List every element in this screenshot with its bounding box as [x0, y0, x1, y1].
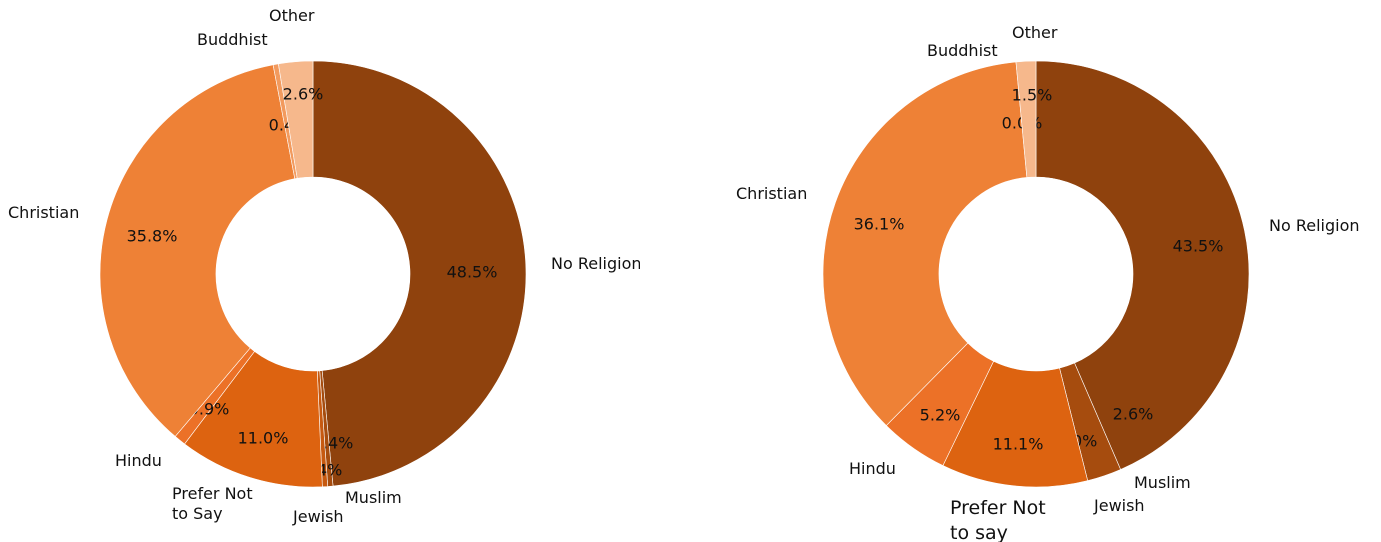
- right-donut-hole: [939, 177, 1133, 371]
- right-pct-label-muslim: 2.6%: [1113, 405, 1154, 424]
- left-category-label-christian: Christian: [8, 203, 79, 222]
- left-pct-label-christian: 35.8%: [127, 227, 178, 246]
- donut-chart-right: 43.5%No Religion2.6%Muslim0.0%Jewish11.1…: [736, 23, 1360, 542]
- left-pct-label-no-religion: 48.5%: [447, 263, 498, 282]
- right-pct-label-no-religion: 43.5%: [1173, 237, 1224, 256]
- right-pct-label-christian: 36.1%: [854, 215, 905, 234]
- right-category-label-buddhist: Buddhist: [927, 41, 998, 60]
- donut-chart-left: 48.5% No Religion0.4%Muslim0.4%Jewish11.0…: [8, 6, 642, 526]
- left-category-label-buddhist: Buddhist: [197, 30, 268, 49]
- right-pct-label-hindu: 5.2%: [920, 406, 961, 425]
- right-pct-label-other: 1.5%: [1012, 86, 1053, 105]
- left-donut-hole: [216, 177, 410, 371]
- right-category-label-hindu: Hindu: [849, 459, 896, 478]
- left-pct-label-other: 2.6%: [283, 85, 324, 104]
- right-category-label-muslim: Muslim: [1134, 473, 1191, 492]
- right-category-label-prefer-not-to-say: Prefer Not to say: [950, 497, 1046, 542]
- right-category-label-no-religion: No Religion: [1269, 216, 1360, 235]
- right-category-label-christian: Christian: [736, 184, 807, 203]
- right-category-label-jewish: Jewish: [1093, 496, 1145, 515]
- left-category-label-no-religion: No Religion: [551, 254, 642, 273]
- left-category-label-hindu: Hindu: [115, 451, 162, 470]
- right-pct-label-prefer-not-to-say: 11.1%: [993, 435, 1044, 454]
- left-category-label-jewish: Jewish: [292, 507, 344, 526]
- left-category-label-prefer-not-to-say: Prefer Not to Say: [172, 484, 253, 523]
- left-category-label-muslim: Muslim: [345, 488, 402, 507]
- right-category-label-other: Other: [1012, 23, 1058, 42]
- left-category-label-other: Other: [269, 6, 315, 25]
- left-pct-label-prefer-not-to-say: 11.0%: [238, 429, 289, 448]
